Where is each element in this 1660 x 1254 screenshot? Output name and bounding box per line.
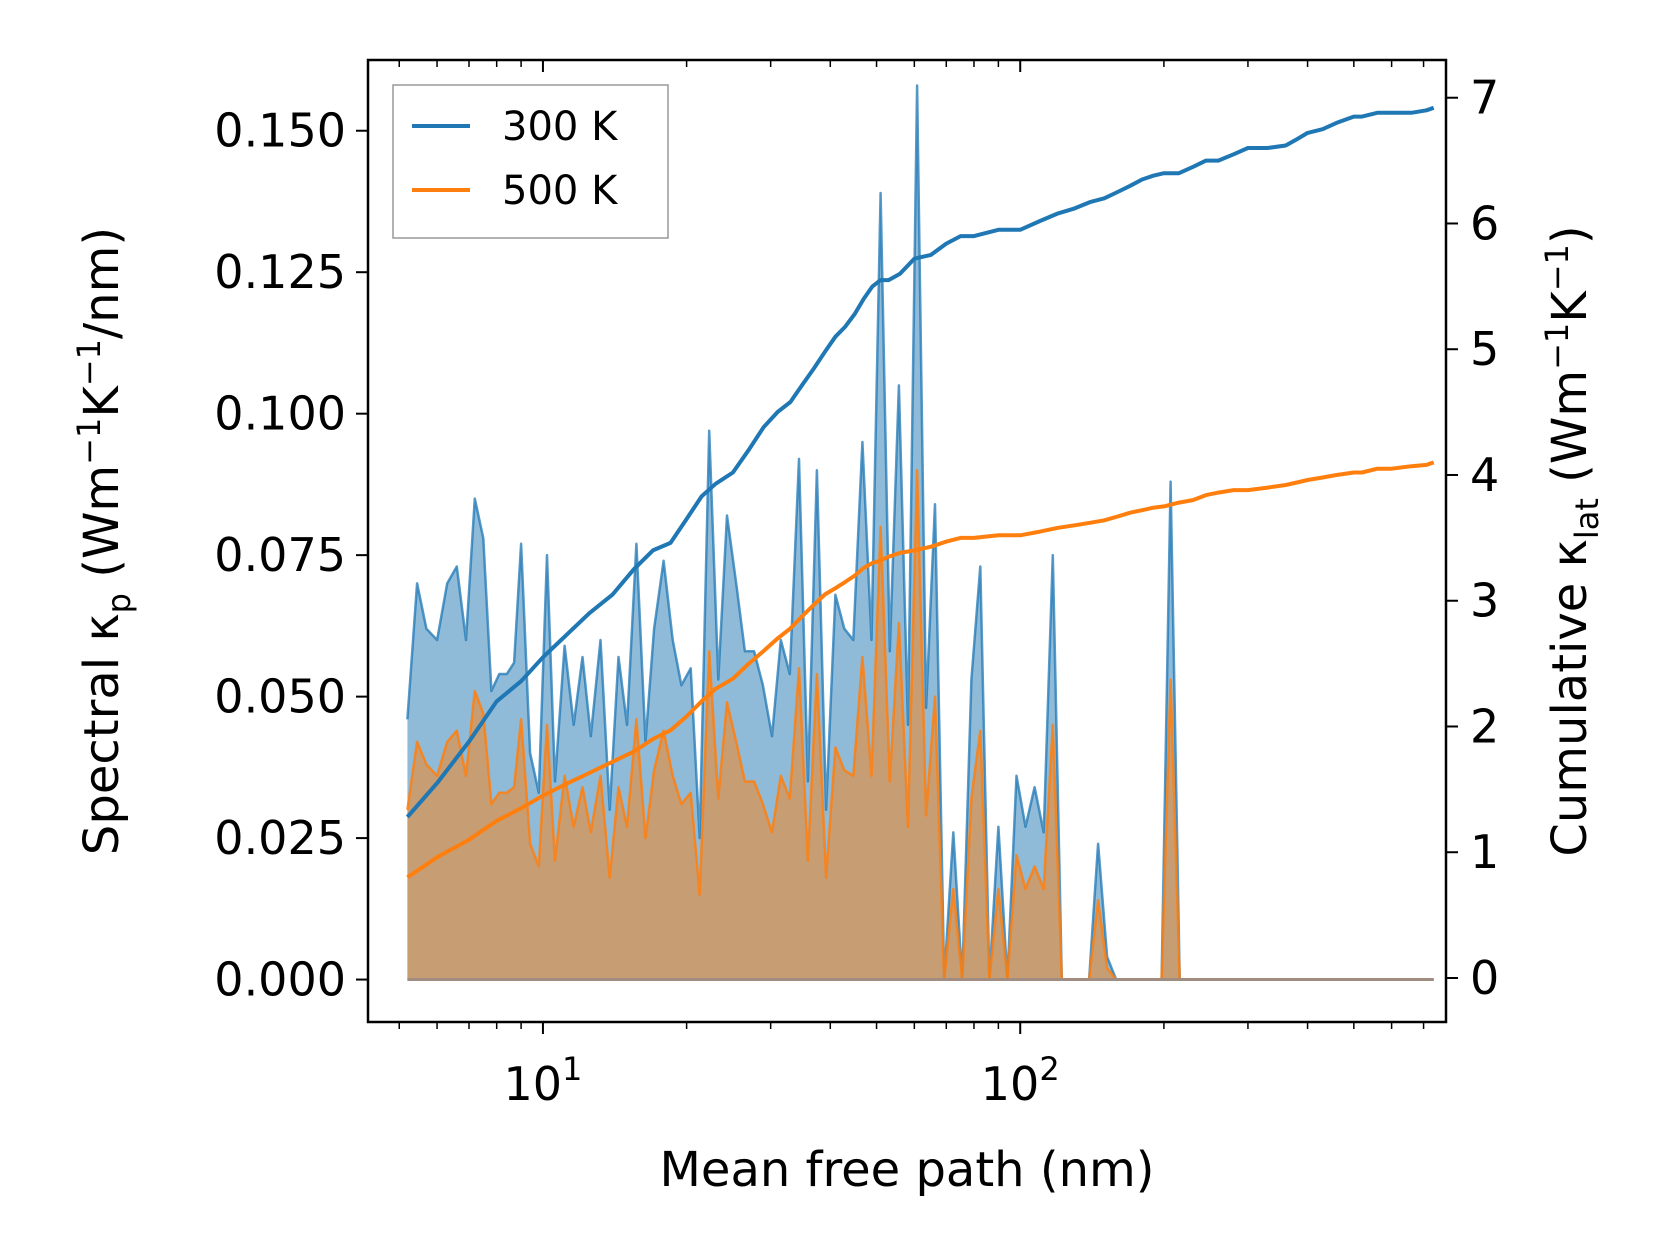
- plot-data-layer: [405, 84, 1435, 982]
- y-left-tick-label: 0.125: [214, 245, 346, 299]
- y-right-tick-label: 6: [1470, 196, 1499, 250]
- legend-label-300k: 300 K: [502, 104, 619, 150]
- axis-ticks: 0.000 0.025 0.050 0.075 0.100 0.125 0.150 0 1 2 3 4…: [214, 60, 1499, 1111]
- y-axis-right-title: Cumulative κlat (Wm−1K−1): [1538, 225, 1606, 856]
- y-left-tick-label: 0.150: [214, 104, 346, 158]
- y-left-tick-label: 0.025: [214, 811, 346, 865]
- x-tick-label: 101: [503, 1050, 582, 1111]
- y-left-tick-label: 0.100: [214, 387, 346, 441]
- cumulative-line-300k: [405, 105, 1435, 819]
- y-right-tick-label: 3: [1470, 574, 1499, 628]
- spectral-area-500k: [407, 470, 1434, 980]
- y-left-tick-label: 0.050: [214, 670, 346, 724]
- x-axis-title: Mean free path (nm): [660, 1142, 1155, 1198]
- y-right-tick-label: 1: [1470, 825, 1499, 879]
- cumulative-line-500k: [406, 460, 1435, 880]
- y-right-tick-label: 0: [1470, 951, 1499, 1005]
- y-right-tick-label: 2: [1470, 699, 1499, 753]
- y-right-tick-label: 7: [1470, 71, 1499, 125]
- y-left-tick-label: 0.000: [214, 953, 346, 1007]
- y-right-tick-label: 5: [1470, 322, 1499, 376]
- y-right-tick-label: 4: [1470, 448, 1499, 502]
- legend-label-500k: 500 K: [502, 168, 619, 214]
- legend-box: [392, 84, 669, 239]
- x-tick-label: 102: [981, 1050, 1060, 1111]
- y-left-tick-label: 0.075: [214, 528, 346, 582]
- legend: 300 K 500 K: [392, 84, 669, 239]
- plot-frame: [366, 58, 1448, 1024]
- y-axis-left-title: Spectral κp (Wm−1K−1/nm): [70, 227, 138, 855]
